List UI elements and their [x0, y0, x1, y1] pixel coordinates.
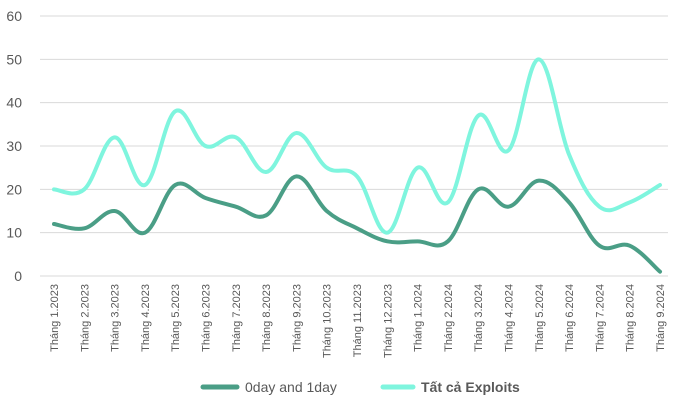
legend-label-0day: 0day and 1day: [245, 379, 337, 395]
legend: 0day and 1day Tất cả Exploits: [200, 379, 520, 395]
x-tick-label: Tháng 2.2023: [79, 284, 91, 352]
x-tick-label: Tháng 7.2023: [231, 284, 243, 352]
y-axis-ticks: 0 10 20 30 40 50 60: [6, 8, 22, 284]
gridlines: [40, 15, 668, 277]
x-tick-label: Tháng 7.2024: [594, 284, 606, 352]
y-tick-label: 60: [6, 8, 22, 24]
x-tick-label: Tháng 12.2023: [382, 284, 394, 358]
x-tick-label: Tháng 3.2023: [110, 284, 122, 352]
x-tick-label: Tháng 8.2024: [625, 284, 637, 352]
x-tick-label: Tháng 1.2023: [49, 284, 61, 352]
x-tick-label: Tháng 6.2023: [201, 284, 213, 352]
x-tick-label: Tháng 5.2023: [170, 284, 182, 352]
x-tick-label: Tháng 9.2024: [655, 284, 667, 352]
x-tick-label: Tháng 6.2024: [564, 284, 576, 352]
x-tick-label: Tháng 4.2023: [140, 284, 152, 352]
y-tick-label: 10: [6, 225, 22, 241]
series-line-0day: [52, 174, 662, 274]
x-tick-label: Tháng 5.2024: [534, 284, 546, 352]
legend-label-all-exploits: Tất cả Exploits: [421, 379, 520, 395]
x-tick-label: Tháng 11.2023: [352, 284, 364, 357]
x-tick-label: Tháng 2.2024: [443, 284, 455, 352]
x-tick-label: Tháng 1.2024: [413, 284, 425, 352]
y-tick-label: 50: [6, 51, 22, 67]
x-axis-ticks: Tháng 1.2023 Tháng 2.2023 Tháng 3.2023 Thán…: [49, 284, 667, 358]
x-tick-label: Tháng 9.2023: [291, 284, 303, 352]
x-tick-label: Tháng 10.2023: [322, 284, 334, 358]
y-tick-label: 40: [6, 95, 22, 111]
series-line-all-exploits: [52, 57, 662, 235]
y-tick-label: 0: [14, 268, 22, 284]
y-tick-label: 20: [6, 181, 22, 197]
series-lines: [52, 57, 662, 274]
x-tick-label: Tháng 4.2024: [504, 284, 516, 352]
y-tick-label: 30: [6, 138, 22, 154]
x-tick-label: Tháng 3.2024: [473, 284, 485, 352]
x-tick-label: Tháng 8.2023: [261, 284, 273, 352]
